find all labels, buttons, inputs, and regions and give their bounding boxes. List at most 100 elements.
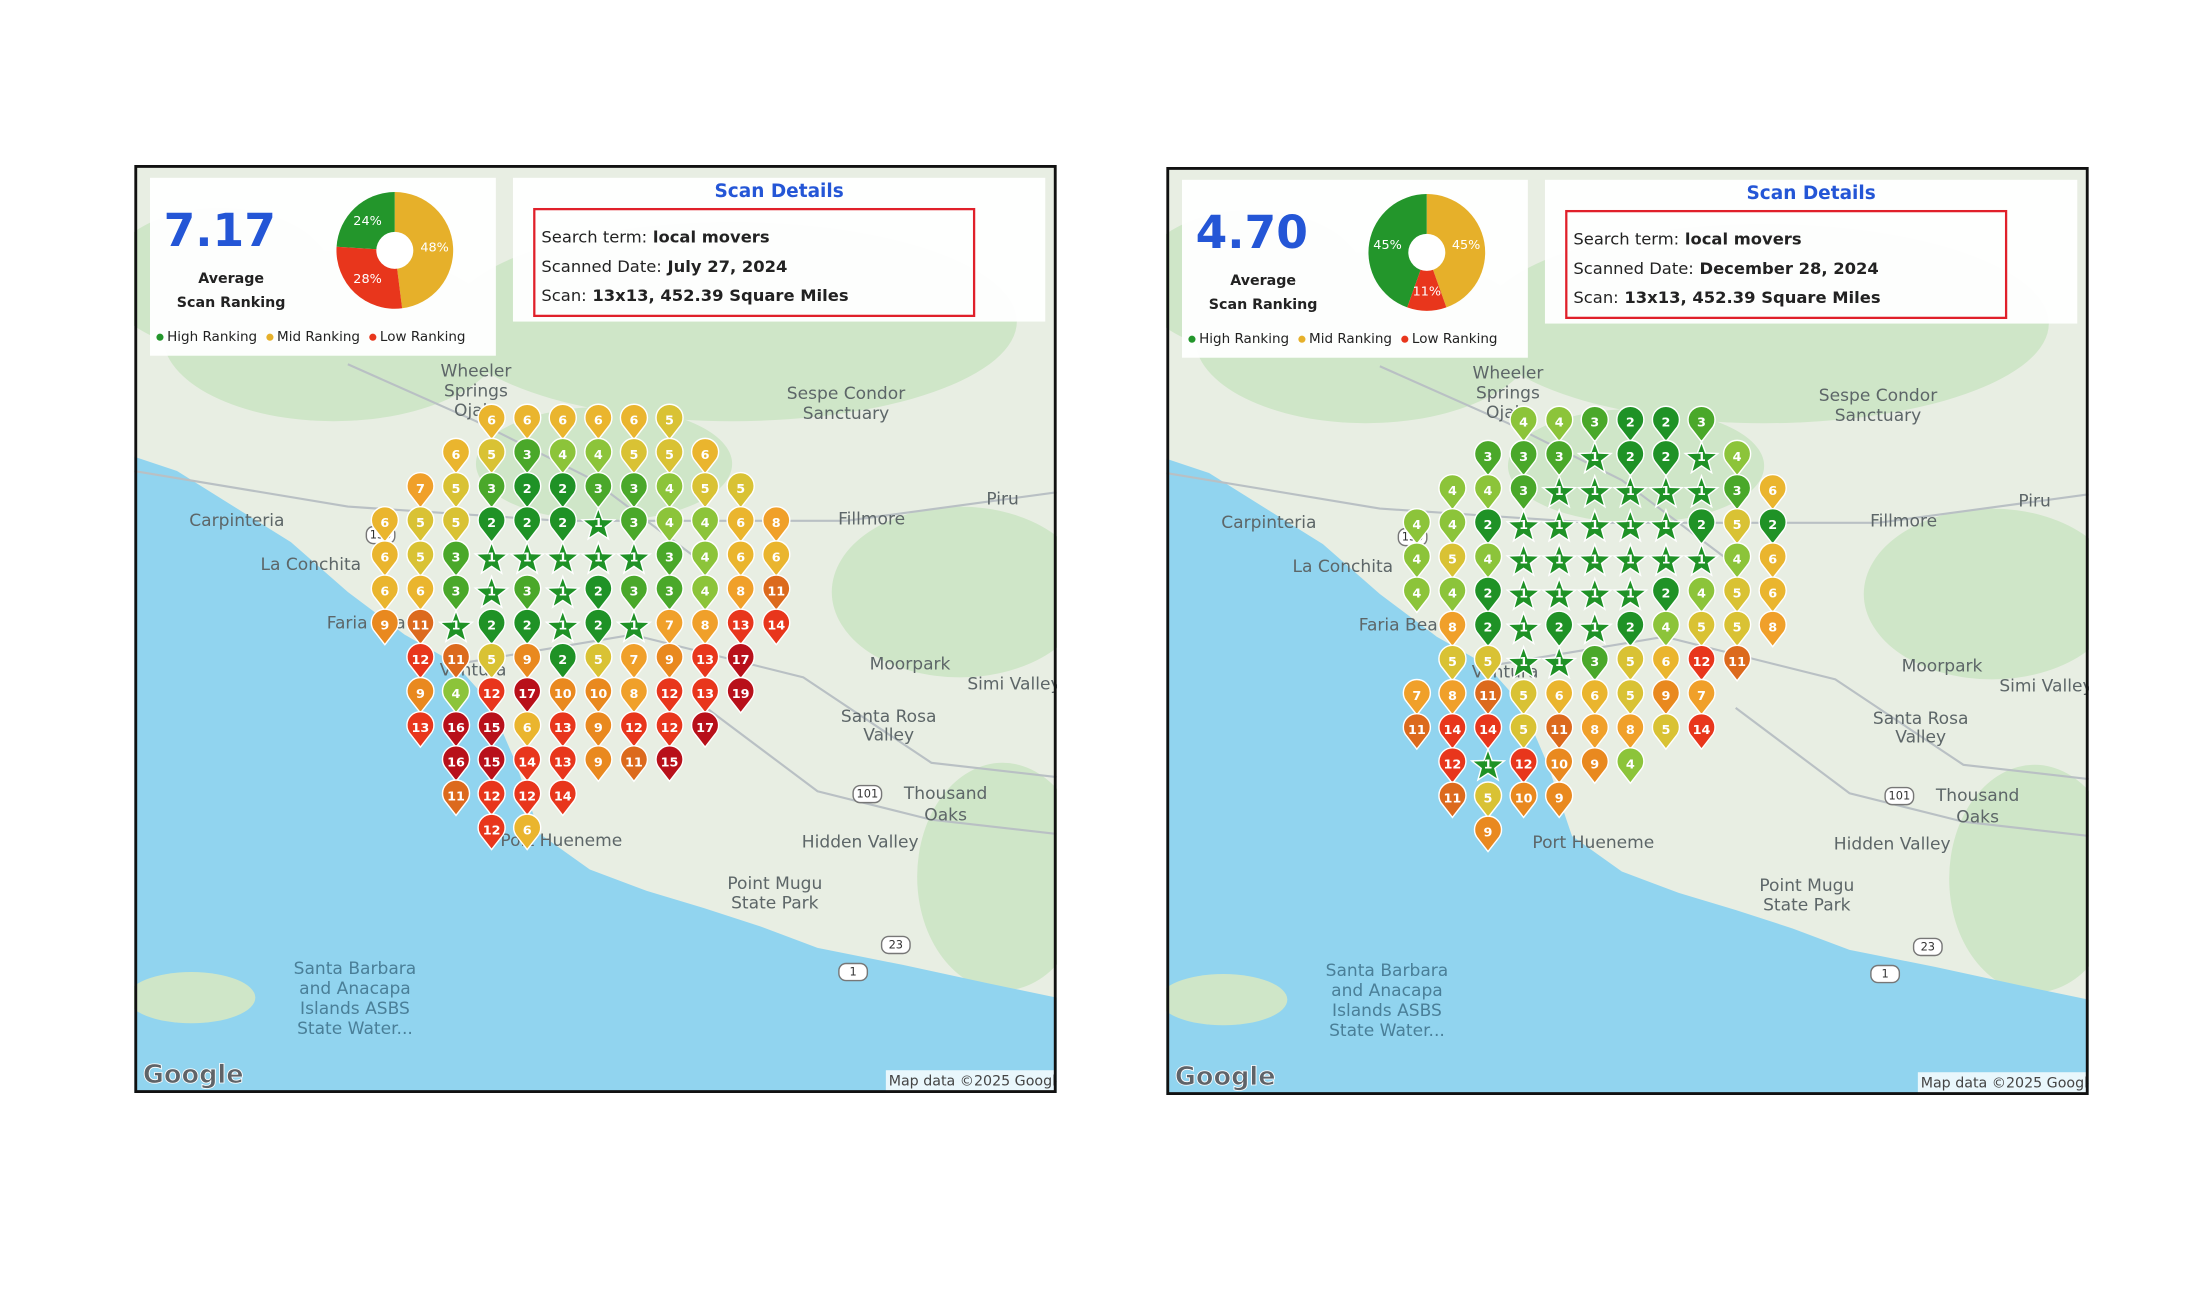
rank-pin bbox=[1544, 781, 1574, 819]
rank-pin bbox=[1473, 610, 1503, 648]
place-label: Springs bbox=[444, 381, 508, 401]
rank-pin bbox=[690, 471, 720, 510]
rank-pin bbox=[1580, 678, 1609, 717]
rank-number: 5 bbox=[1484, 791, 1493, 806]
rank-pin bbox=[1651, 713, 1681, 751]
rank-number: 1 bbox=[558, 619, 567, 634]
rank-number: 14 bbox=[767, 619, 785, 634]
route-shield bbox=[1870, 964, 1901, 984]
attribution-bg bbox=[1917, 1072, 2089, 1095]
rank-pin bbox=[512, 642, 542, 680]
rank-number: 13 bbox=[554, 755, 572, 770]
detail-value: 13x13, 452.39 Square Miles bbox=[592, 285, 848, 304]
rank-number: 4 bbox=[1555, 416, 1564, 431]
rank-number: 2 bbox=[1768, 518, 1777, 533]
rank-pin bbox=[406, 574, 435, 612]
rank-pin bbox=[584, 471, 613, 510]
rank-number: 5 bbox=[1733, 518, 1742, 533]
rank-pin bbox=[1438, 576, 1467, 614]
place-label: State Park bbox=[1763, 896, 1851, 916]
rank-number: 3 bbox=[594, 482, 603, 497]
legend-label: High Ranking bbox=[1199, 331, 1289, 347]
rank-pin bbox=[406, 506, 435, 544]
rank-star bbox=[1576, 542, 1613, 577]
road bbox=[1735, 707, 2089, 838]
rank-pin bbox=[406, 676, 435, 715]
attribution-bg bbox=[885, 1070, 1057, 1093]
rank-pin bbox=[726, 471, 755, 510]
rank-number: 4 bbox=[1733, 552, 1742, 567]
rank-star bbox=[580, 505, 617, 541]
rank-pin bbox=[1651, 678, 1681, 717]
rank-star bbox=[615, 608, 653, 644]
rank-star bbox=[1505, 644, 1542, 680]
rank-number: 5 bbox=[629, 448, 638, 463]
rank-pin bbox=[1651, 644, 1681, 682]
details-box bbox=[533, 207, 976, 318]
rank-number: 5 bbox=[1448, 655, 1457, 670]
rank-number: 5 bbox=[665, 414, 674, 429]
rank-number: 10 bbox=[554, 687, 572, 702]
detail-value: July 27, 2024 bbox=[667, 256, 788, 275]
rank-number: 1 bbox=[1661, 552, 1670, 567]
rank-pin bbox=[1509, 713, 1538, 751]
rank-pin bbox=[690, 608, 720, 646]
rank-pin bbox=[477, 745, 506, 783]
rank-pin bbox=[406, 540, 435, 578]
rank-star bbox=[1576, 576, 1613, 611]
rank-number: 4 bbox=[1661, 621, 1670, 636]
rank-number: 2 bbox=[1484, 621, 1493, 636]
legend-label: Mid Ranking bbox=[277, 329, 360, 345]
rank-number: 2 bbox=[594, 584, 603, 599]
rank-number: 5 bbox=[1733, 586, 1742, 601]
place-label: Moorpark bbox=[870, 655, 951, 675]
score-label: Scan Ranking bbox=[177, 295, 286, 311]
rank-number: 1 bbox=[1626, 586, 1635, 601]
rank-number: 1 bbox=[1697, 552, 1706, 567]
rank-number: 1 bbox=[1555, 484, 1564, 499]
rank-number: 11 bbox=[625, 755, 643, 770]
place-label: Wheeler bbox=[440, 361, 512, 381]
legend-label: High Ranking bbox=[167, 329, 257, 345]
rank-number: 12 bbox=[412, 653, 430, 668]
rank-number: 1 bbox=[1555, 552, 1564, 567]
rank-number: 3 bbox=[629, 482, 638, 497]
rank-number: 14 bbox=[1444, 723, 1462, 738]
place-label: Sanctuary bbox=[1835, 406, 1922, 426]
rank-pin bbox=[1544, 439, 1574, 478]
place-label: Valley bbox=[863, 726, 914, 746]
average-score: 7.17 bbox=[164, 204, 276, 257]
place-label: La Conchita bbox=[261, 555, 362, 575]
rank-star bbox=[544, 574, 581, 609]
rank-pin bbox=[406, 471, 435, 510]
rank-pin bbox=[477, 813, 506, 851]
rank-number: 2 bbox=[487, 619, 496, 634]
rank-star bbox=[1647, 507, 1685, 543]
place-label: Santa Rosa bbox=[1873, 709, 1969, 729]
rank-pin bbox=[726, 642, 755, 680]
place-label: Simi Valley bbox=[967, 675, 1057, 695]
rank-number: 6 bbox=[594, 414, 603, 429]
place-label: Hidden Valley bbox=[1834, 834, 1951, 854]
rank-star bbox=[1540, 542, 1578, 577]
details-box bbox=[1565, 209, 2008, 320]
rank-number: 6 bbox=[772, 550, 781, 565]
rank-number: 6 bbox=[487, 414, 496, 429]
rank-number: 8 bbox=[1626, 723, 1635, 738]
rank-number: 1 bbox=[487, 584, 496, 599]
rank-pin bbox=[1580, 644, 1609, 682]
rank-number: 9 bbox=[1590, 757, 1599, 772]
rank-number: 6 bbox=[1768, 552, 1777, 567]
rank-number: 1 bbox=[1626, 484, 1635, 499]
rank-pin bbox=[1509, 781, 1538, 819]
route-number: 1 bbox=[1881, 967, 1888, 981]
rank-number: 2 bbox=[1661, 586, 1670, 601]
rank-number: 4 bbox=[701, 584, 710, 599]
rank-pin bbox=[1687, 610, 1716, 648]
rank-pin bbox=[1687, 678, 1716, 717]
rank-pin bbox=[655, 437, 684, 476]
rank-number: 5 bbox=[452, 482, 461, 497]
rank-pin bbox=[619, 574, 649, 612]
rank-number: 9 bbox=[380, 619, 389, 634]
